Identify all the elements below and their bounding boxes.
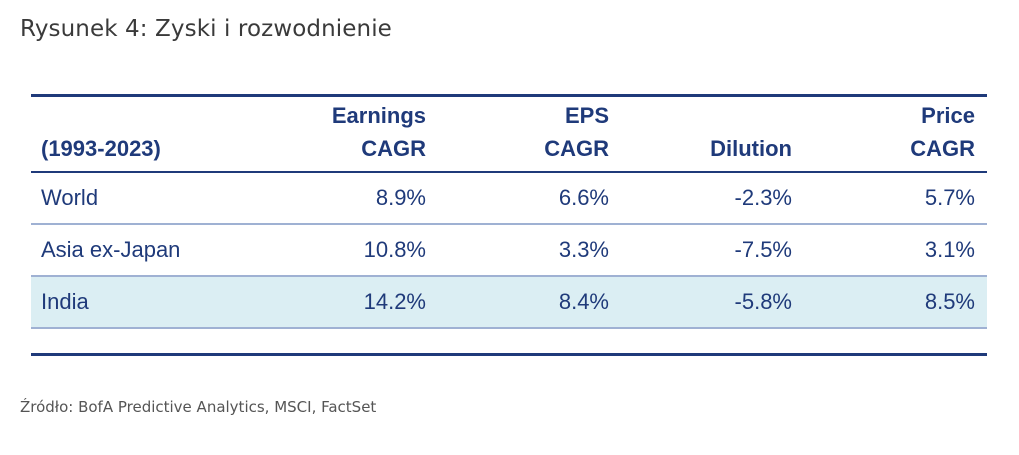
figure-title: Rysunek 4: Zyski i rozwodnienie bbox=[20, 16, 392, 42]
header-dilution: Dilution bbox=[609, 132, 792, 165]
cell-dilution: -5.8% bbox=[734, 289, 792, 314]
header-eps-line2: CAGR bbox=[544, 136, 609, 161]
cell-earnings-cagr: 10.8% bbox=[363, 237, 426, 262]
header-price-line1: Price bbox=[921, 103, 975, 128]
source-note: Źródło: BofA Predictive Analytics, MSCI,… bbox=[20, 398, 377, 416]
cell-eps-cagr: 8.4% bbox=[558, 289, 609, 314]
data-table: (1993-2023) Earnings CAGR EPS CAGR Dilut… bbox=[31, 94, 987, 329]
header-eps-cagr: EPS CAGR bbox=[426, 99, 609, 165]
cell-dilution: -2.3% bbox=[734, 185, 792, 210]
header-earnings-line1: Earnings bbox=[331, 103, 426, 128]
header-price-cagr: Price CAGR bbox=[792, 99, 975, 165]
cell-price-cagr: 3.1% bbox=[924, 237, 975, 262]
cell-earnings-cagr: 14.2% bbox=[363, 289, 426, 314]
header-period-line2: (1993-2023) bbox=[41, 136, 161, 161]
row-label: India bbox=[41, 289, 89, 314]
header-price-line2: CAGR bbox=[910, 136, 975, 161]
cell-dilution: -7.5% bbox=[734, 237, 792, 262]
cell-price-cagr: 8.5% bbox=[924, 289, 975, 314]
table-header-row: (1993-2023) Earnings CAGR EPS CAGR Dilut… bbox=[31, 97, 987, 173]
header-dilution-line2: Dilution bbox=[710, 136, 792, 161]
header-earnings-cagr: Earnings CAGR bbox=[231, 99, 426, 165]
table-row-asia-ex-japan: Asia ex-Japan 10.8% 3.3% -7.5% 3.1% bbox=[31, 225, 987, 277]
cell-price-cagr: 5.7% bbox=[924, 185, 975, 210]
row-label: World bbox=[41, 185, 99, 210]
header-earnings-line2: CAGR bbox=[361, 136, 426, 161]
header-period: (1993-2023) bbox=[31, 132, 231, 165]
cell-earnings-cagr: 8.9% bbox=[375, 185, 426, 210]
cell-eps-cagr: 3.3% bbox=[558, 237, 609, 262]
table-bottom-rule bbox=[31, 353, 987, 356]
table-row-india: India 14.2% 8.4% -5.8% 8.5% bbox=[31, 277, 987, 329]
table-top-rule bbox=[31, 94, 987, 97]
row-label: Asia ex-Japan bbox=[41, 237, 181, 262]
cell-eps-cagr: 6.6% bbox=[558, 185, 609, 210]
table-row-world: World 8.9% 6.6% -2.3% 5.7% bbox=[31, 173, 987, 225]
header-eps-line1: EPS bbox=[564, 103, 609, 128]
